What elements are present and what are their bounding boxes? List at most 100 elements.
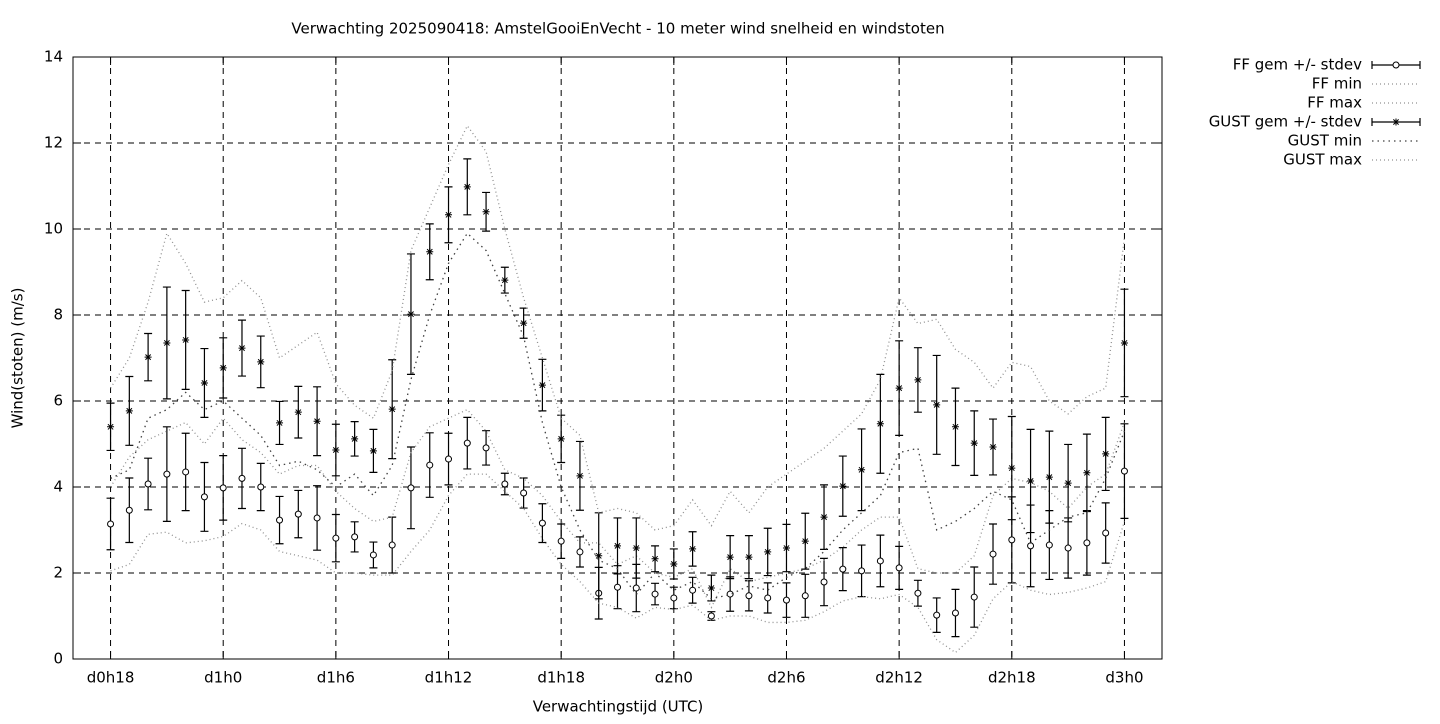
marker [257, 358, 265, 366]
error-bar-point [144, 332, 153, 382]
marker [782, 544, 790, 552]
error-bar-point [782, 582, 791, 618]
marker [1392, 118, 1400, 126]
marker [1120, 467, 1128, 475]
marker [257, 483, 265, 491]
marker [144, 353, 152, 361]
error-bar-point [162, 426, 171, 522]
error-bar-point [406, 446, 415, 530]
error-bar-point [989, 523, 998, 585]
marker [407, 484, 415, 492]
error-bar-point [125, 477, 134, 544]
y-tick-label: 2 [53, 564, 63, 582]
marker [1120, 339, 1128, 347]
marker [801, 592, 809, 600]
error-bar-point [913, 579, 922, 607]
error-bar-point [688, 576, 697, 604]
error-bar-point [744, 580, 753, 612]
marker [951, 423, 959, 431]
error-bar-point [876, 373, 885, 474]
marker [369, 447, 377, 455]
marker [839, 482, 847, 490]
marker [144, 480, 152, 488]
error-bar-point [801, 512, 810, 570]
marker [614, 542, 621, 550]
error-bar-point [1026, 428, 1035, 534]
x-tick-label: d2h6 [767, 669, 805, 687]
marker [670, 560, 678, 568]
y-tick-label: 10 [44, 220, 63, 238]
error-bar-point [669, 548, 678, 580]
marker [501, 480, 509, 488]
error-bar-point [651, 545, 660, 573]
marker [294, 408, 302, 416]
marker [707, 612, 715, 620]
error-bar-point [838, 547, 847, 592]
marker [1102, 529, 1110, 537]
legend-label: FF max [1307, 94, 1362, 112]
error-bar-point [388, 359, 397, 460]
error-bar-point [951, 387, 960, 467]
marker [970, 593, 978, 601]
marker [332, 534, 340, 542]
error-bar-point [482, 191, 491, 232]
marker [820, 513, 828, 521]
error-bar-point [744, 534, 753, 580]
marker [858, 466, 866, 474]
error-bar-point [707, 574, 716, 602]
legend-label: FF min [1312, 75, 1362, 93]
marker [107, 423, 115, 431]
error-bar-point [557, 523, 566, 559]
marker [726, 590, 734, 598]
marker [219, 364, 227, 372]
y-tick-label: 4 [53, 478, 63, 496]
marker [294, 510, 302, 518]
error-bar-point [801, 573, 810, 618]
error-bar-point [913, 347, 922, 413]
marker [200, 493, 208, 501]
error-bar-point [350, 421, 359, 457]
marker [989, 443, 997, 451]
error-bar-point [763, 582, 772, 614]
marker [125, 407, 133, 415]
series-line [110, 124, 1126, 531]
marker [445, 455, 453, 463]
marker [970, 439, 978, 447]
marker [463, 183, 471, 191]
marker [726, 553, 734, 561]
error-bar-point [1120, 288, 1129, 398]
error-bar-point [144, 457, 153, 511]
error-bar-point [651, 582, 660, 606]
x-tick-label: d2h18 [988, 669, 1036, 687]
x-tick-label: d2h12 [875, 669, 923, 687]
marker [200, 379, 208, 387]
marker [557, 435, 565, 443]
x-tick-label: d1h0 [204, 669, 242, 687]
marker [914, 376, 922, 384]
marker [163, 339, 171, 347]
marker [219, 484, 227, 492]
marker [238, 344, 246, 352]
marker [351, 435, 359, 443]
marker [1008, 464, 1016, 472]
error-bar-point [989, 418, 998, 476]
error-bar-point [519, 477, 528, 509]
error-bar-point [932, 354, 941, 455]
error-bar-point [219, 337, 228, 399]
marker [651, 590, 659, 598]
marker [651, 555, 659, 563]
error-bar-point [557, 414, 566, 464]
marker [1027, 477, 1035, 485]
error-bar-point [1064, 443, 1073, 523]
marker [632, 584, 640, 592]
error-bar-point [406, 253, 415, 375]
error-bar-point [838, 455, 847, 517]
marker [351, 533, 359, 541]
error-bar-point [763, 527, 772, 577]
marker [163, 470, 171, 478]
legend-label: FF gem +/- stdev [1233, 56, 1362, 74]
error-bar-point [857, 428, 866, 512]
error-bar-point [932, 597, 941, 633]
